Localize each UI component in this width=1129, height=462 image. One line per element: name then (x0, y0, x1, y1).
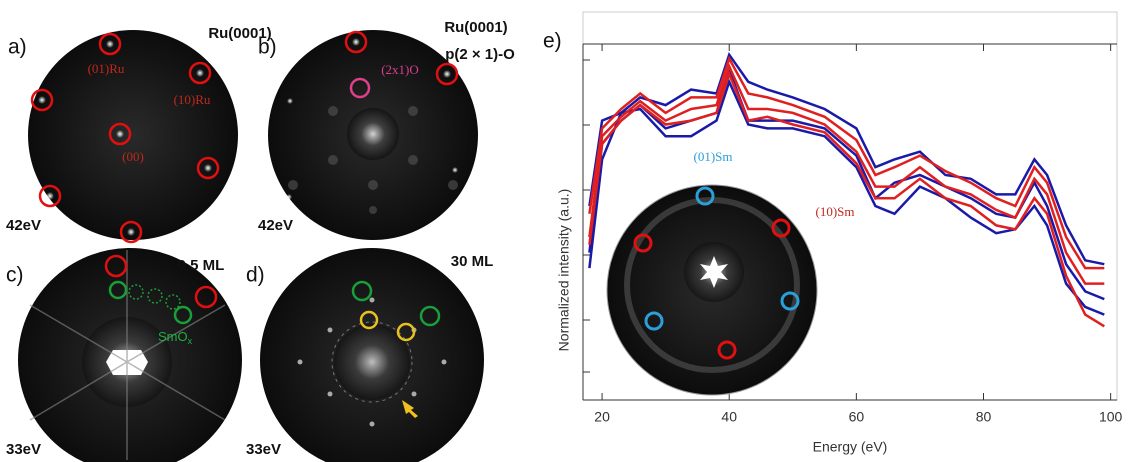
spot-label: (00) (122, 149, 144, 164)
panel-b: b) Ru(0001) p(2 × 1)-O (2x1)O 42eV (258, 19, 515, 240)
x-tick-label: 80 (976, 409, 992, 425)
panel-letter: e) (543, 30, 562, 53)
panel-d: d) 30 ML 33eV (246, 248, 493, 462)
coverage-label: 0.5 ML (178, 257, 225, 274)
inset-label: (10)Sm (816, 204, 855, 219)
x-axis-label: Energy (eV) (813, 439, 888, 455)
spot-label: (2x1)O (381, 62, 419, 77)
inset-label: (01)Sm (694, 149, 733, 164)
x-tick-label: 20 (594, 409, 610, 425)
label-main: SmO (158, 329, 188, 344)
energy-label: 33eV (246, 441, 281, 458)
spot-label: (10)Ru (174, 92, 211, 107)
spot-label: SmOx (158, 329, 193, 346)
x-tick-label: 40 (721, 409, 737, 425)
energy-label: 42eV (6, 217, 41, 234)
panel-letter: b) (258, 36, 277, 59)
coverage-label: 30 ML (451, 253, 494, 270)
panel-subtitle: p(2 × 1)-O (445, 46, 515, 63)
energy-label: 42eV (258, 217, 293, 234)
panel-letter: d) (246, 264, 265, 287)
panel-a: a) Ru(0001) (01)Ru (10)Ru (00) 42eV (6, 25, 272, 242)
label-subscript: x (188, 336, 193, 346)
panel-letter: c) (6, 264, 24, 287)
x-tick-label: 100 (1099, 409, 1123, 425)
panel-title: Ru(0001) (444, 19, 507, 36)
specular (347, 108, 399, 160)
chart-e: e) Energy (eV) Normalized intensity (a.u… (543, 12, 1123, 455)
panel-letter: a) (8, 36, 27, 59)
leed-screen (28, 30, 238, 240)
figure: a) Ru(0001) (01)Ru (10)Ru (00) 42eV b) R… (0, 0, 1129, 462)
spot-label: (01)Ru (88, 61, 125, 76)
energy-label: 33eV (6, 441, 41, 458)
panel-c: c) 0.5 ML SmOx 33eV (6, 248, 242, 462)
x-tick-label: 60 (849, 409, 865, 425)
y-axis-label: Normalized intensity (a.u.) (556, 189, 572, 352)
